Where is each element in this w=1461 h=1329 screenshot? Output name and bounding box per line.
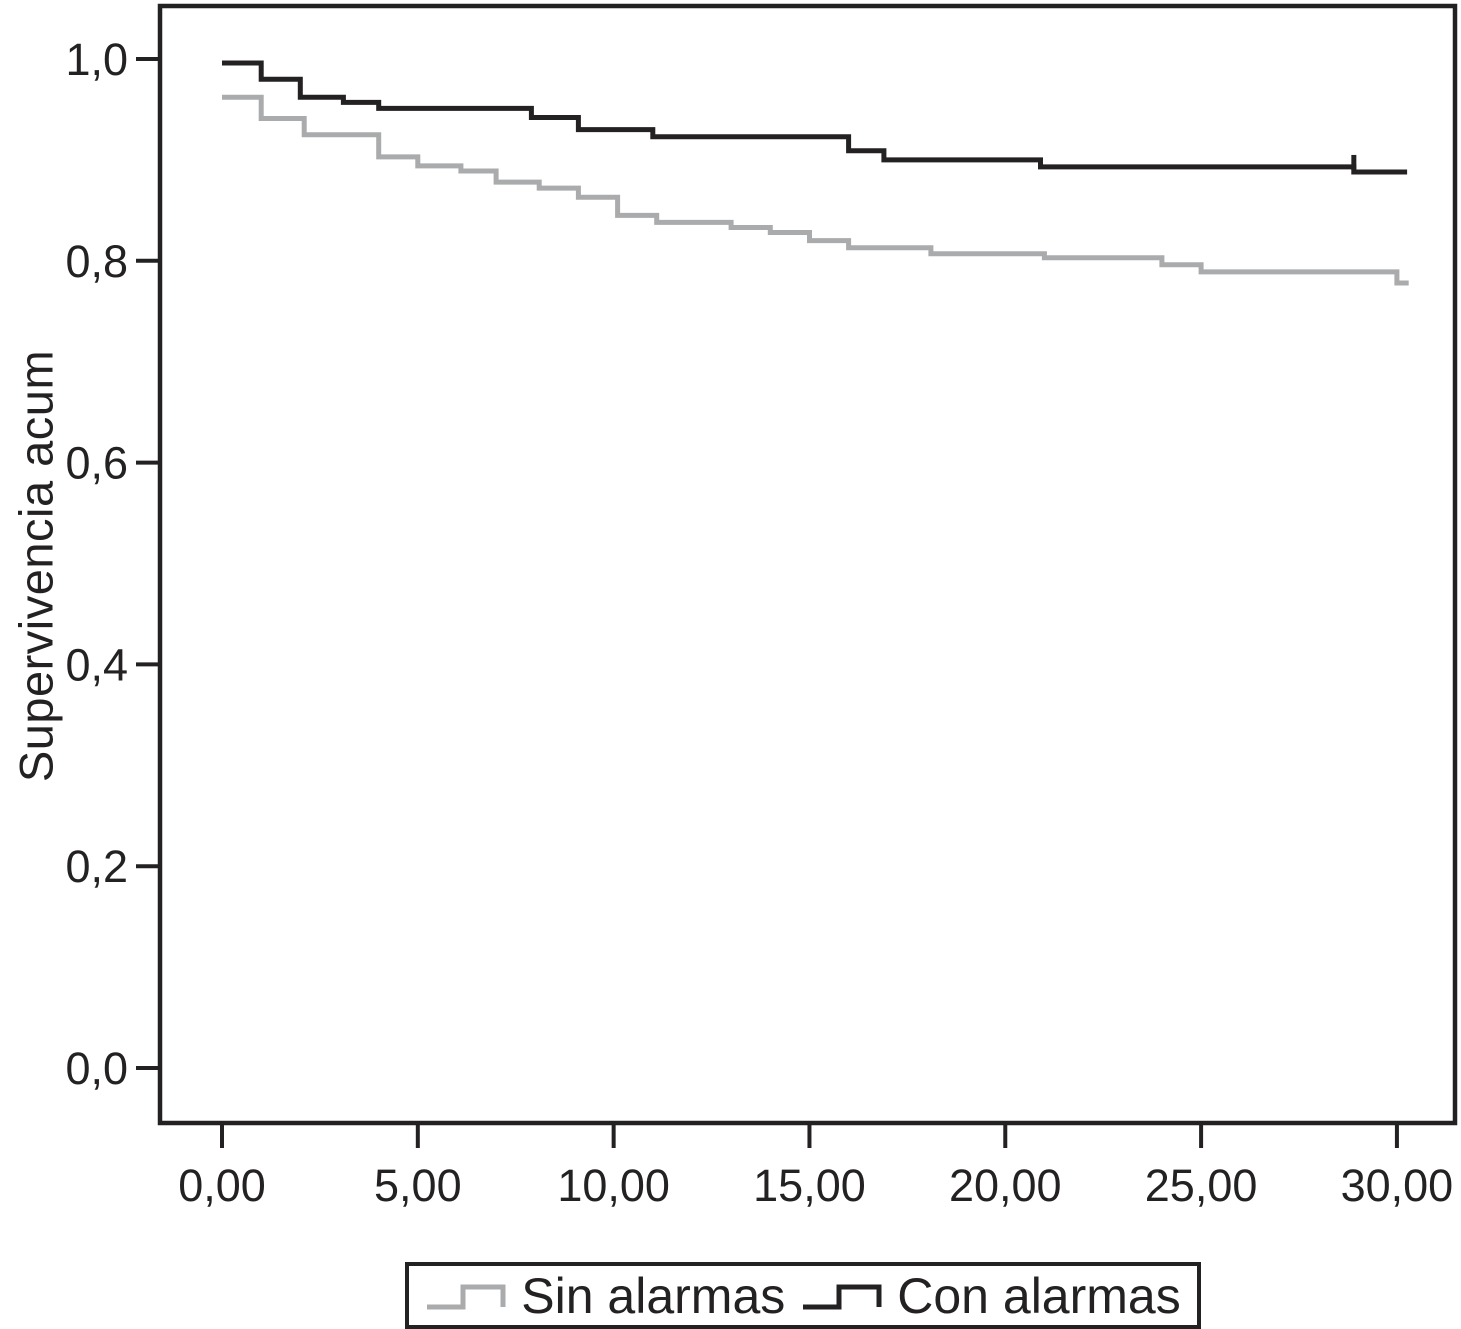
x-tick-label: 20,00: [949, 1160, 1062, 1211]
y-tick-label: 0,4: [65, 639, 128, 690]
plot-frame: [157, 3, 1458, 1126]
y-tick-label: 0,2: [65, 841, 128, 892]
series-line-con-alarmas: [222, 60, 1408, 175]
legend-label-sin-alarmas: Sin alarmas: [521, 1267, 786, 1324]
x-tick-label: 0,00: [178, 1160, 266, 1211]
x-tick-label: 10,00: [557, 1160, 670, 1211]
legend-item-sin-alarmas: Sin alarmas: [425, 1267, 785, 1325]
legend-item-con-alarmas: Con alarmas: [801, 1267, 1181, 1325]
y-tick-label: 1,0: [65, 34, 128, 85]
legend: Sin alarmas Con alarmas: [405, 1262, 1201, 1329]
step-line-icon: [427, 1284, 506, 1309]
series-line-sin-alarmas: [222, 94, 1409, 286]
y-tick-label: 0,0: [65, 1043, 128, 1094]
x-tick-label: 25,00: [1145, 1160, 1258, 1211]
step-line-icon: [803, 1284, 882, 1309]
y-tick-label: 0,8: [65, 236, 128, 287]
x-tick-label: 30,00: [1341, 1160, 1454, 1211]
y-axis-title: Supervivencia acum: [9, 349, 63, 783]
x-tick-label: 5,00: [374, 1160, 462, 1211]
x-tick-label: 15,00: [753, 1160, 866, 1211]
legend-label-con-alarmas: Con alarmas: [897, 1267, 1181, 1324]
y-tick-label: 0,6: [65, 438, 128, 489]
